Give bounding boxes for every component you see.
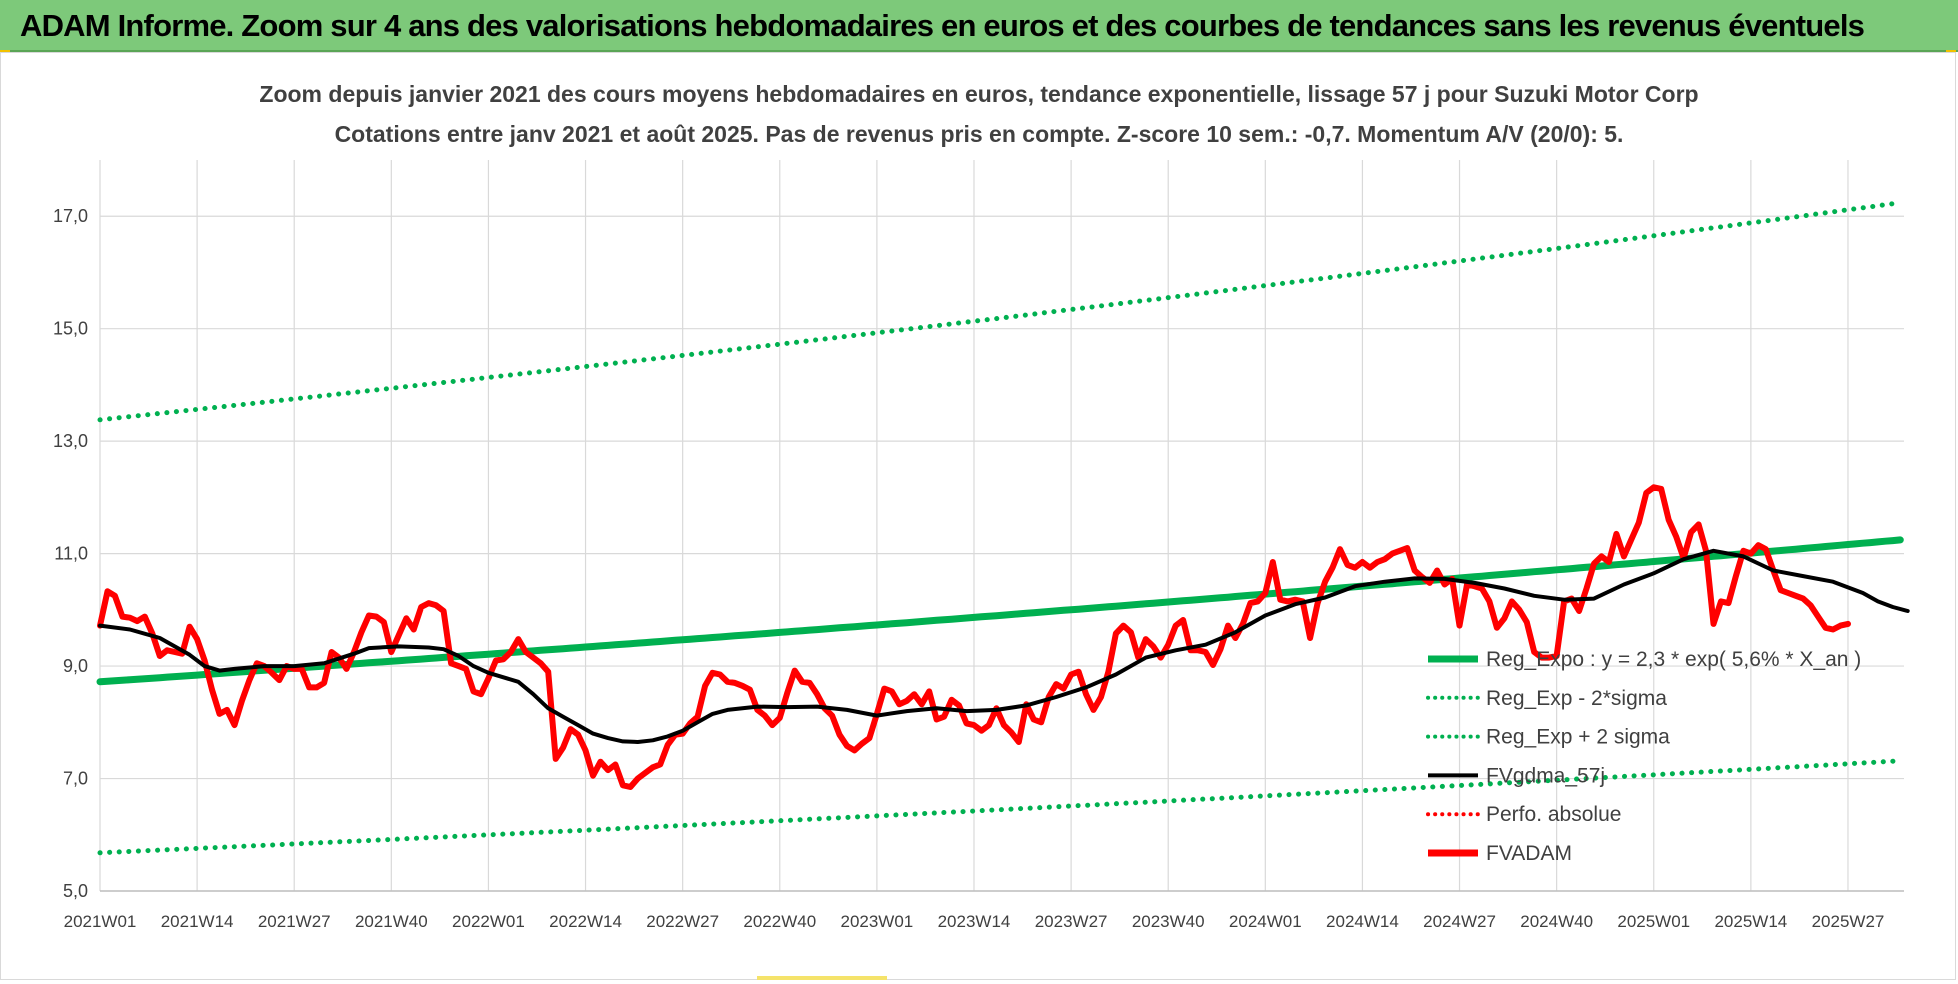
y-tick-label: 9,0 <box>63 656 88 676</box>
x-tick-label: 2024W27 <box>1423 912 1496 931</box>
report-banner: ADAM Informe. Zoom sur 4 ans des valoris… <box>0 0 1958 52</box>
y-tick-label: 11,0 <box>54 544 88 564</box>
x-tick-label: 2021W27 <box>258 912 331 931</box>
y-tick-label: 13,0 <box>53 431 88 451</box>
x-tick-label: 2024W01 <box>1229 912 1302 931</box>
x-tick-label: 2021W40 <box>355 912 428 931</box>
y-tick-label: 17,0 <box>53 206 88 226</box>
x-tick-label: 2023W40 <box>1132 912 1205 931</box>
grid <box>99 160 1904 892</box>
legend-label: Perfo. absolue <box>1486 803 1621 826</box>
x-tick-label: 2025W27 <box>1812 912 1885 931</box>
series-group <box>96 200 1910 856</box>
legend-label: Reg_Exp - 2*sigma <box>1486 687 1667 710</box>
report-title: ADAM Informe. Zoom sur 4 ans des valoris… <box>20 8 1865 43</box>
y-tick-label: 15,0 <box>53 319 88 339</box>
legend-label: Reg_Exp + 2 sigma <box>1486 726 1670 749</box>
x-tick-label: 2022W01 <box>452 912 525 931</box>
x-tick-label: 2021W01 <box>64 912 137 931</box>
corner-mark-right <box>1946 50 1956 53</box>
series-line-2 <box>97 200 1903 423</box>
legend-label: FVADAM <box>1486 842 1572 865</box>
corner-mark-left <box>0 50 10 53</box>
legend-label: FVgdma_57j <box>1486 764 1605 787</box>
chart-title-line-1: Zoom depuis janvier 2021 des cours moyen… <box>259 81 1698 107</box>
x-tick-label: 2022W40 <box>743 912 816 931</box>
chart-frame <box>0 52 1956 980</box>
x-tick-label: 2024W40 <box>1520 912 1593 931</box>
series-line-0 <box>96 536 1904 686</box>
legend-label: Reg_Expo : y = 2,3 * exp( 5,6% * X_an ) <box>1486 648 1861 671</box>
x-tick-label: 2023W14 <box>938 912 1011 931</box>
x-tick-label: 2021W14 <box>161 912 234 931</box>
series-line-3 <box>98 548 1910 744</box>
series-line-4 <box>97 484 1851 790</box>
bottom-highlight <box>757 976 887 980</box>
x-tick-label: 2025W01 <box>1617 912 1690 931</box>
chart-title-line-2: Cotations entre janv 2021 et août 2025. … <box>335 121 1624 147</box>
x-tick-label: 2023W01 <box>840 912 913 931</box>
x-tick-label: 2024W14 <box>1326 912 1399 931</box>
axis-labels: 5,0 7,0 9,0 11,0 13,0 15,0 17,0 2021W01 2021W14 2… <box>53 206 1884 931</box>
x-tick-label: 2025W14 <box>1714 912 1787 931</box>
x-tick-label: 2022W14 <box>549 912 622 931</box>
legend: Reg_Expo : y = 2,3 * exp( 5,6% * X_an ) R… <box>1426 648 1861 865</box>
y-tick-label: 7,0 <box>63 769 88 789</box>
y-tick-label: 5,0 <box>63 881 88 901</box>
x-tick-label: 2023W27 <box>1035 912 1108 931</box>
series-line-1 <box>97 758 1903 856</box>
x-tick-label: 2022W27 <box>646 912 719 931</box>
